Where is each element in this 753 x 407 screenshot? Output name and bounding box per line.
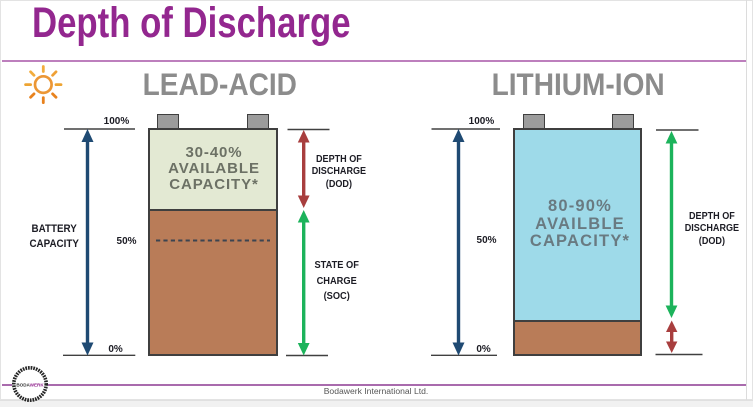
svg-text:BODAWERK: BODAWERK (16, 383, 44, 388)
